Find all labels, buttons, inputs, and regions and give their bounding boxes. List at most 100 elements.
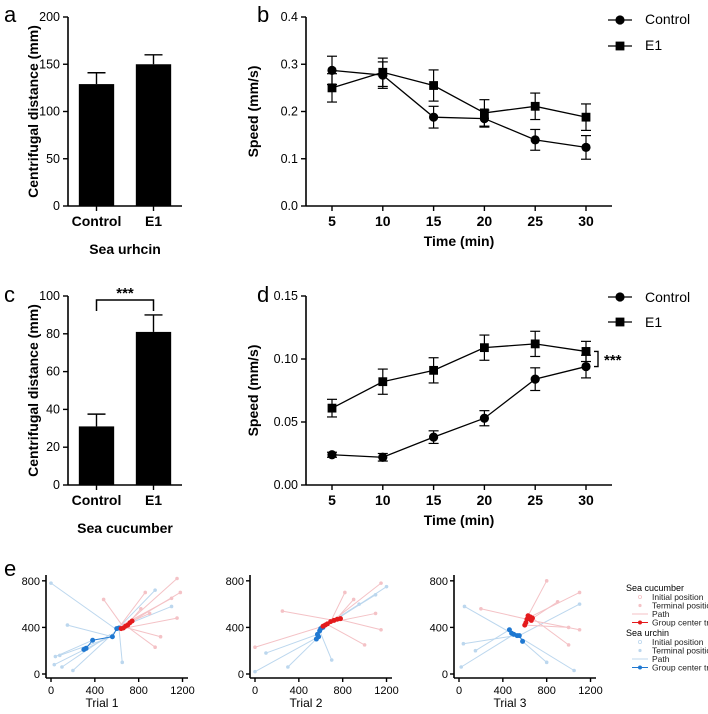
c-xlabel: Sea cucumber — [77, 520, 173, 536]
e-trial1-urchin-terminal — [49, 581, 53, 585]
a-bar-control — [78, 84, 115, 206]
e-trial3-xtick-label: 800 — [538, 685, 556, 697]
e-trial3-cucumber-terminal — [555, 599, 560, 604]
e-trial3-urchin-terminal — [462, 604, 467, 609]
e-trial1-xtick-label: 400 — [86, 685, 104, 697]
e-trial2-cucumber-terminal — [379, 581, 383, 585]
a-xlabel: Sea urhcin — [89, 241, 161, 257]
a-xtick-label: Control — [72, 213, 122, 229]
e-legend-urchin-row: Terminal position — [652, 646, 708, 656]
b-control-point — [581, 142, 591, 153]
e-trial1-urchin-terminal — [71, 668, 75, 673]
e-trial2-cucumber-path — [338, 618, 382, 631]
e-trial1-urchin-terminal — [65, 623, 70, 627]
e-trial3-urchin-path — [522, 641, 548, 663]
b-ytick-label: 0.2 — [281, 105, 298, 119]
e-trial1-urchin-trace-point — [83, 645, 89, 651]
e-trial2-cucumber-trace-point — [337, 616, 343, 622]
e-trial3-urchin-trace-point — [516, 633, 522, 639]
d-e1-point — [480, 343, 489, 353]
panel-e-trajectory-plots: e 0 400 800 0 400 800 1200 Trial 1 0 400 800 0 400 80… — [4, 556, 708, 710]
e-trial1-ytick-label: 0 — [34, 669, 40, 681]
b-e1-point — [480, 108, 489, 118]
e-trial3-cucumber-terminal — [577, 627, 582, 632]
b-e1-point — [581, 112, 591, 122]
e-legend-urchin-row: Path — [652, 654, 670, 664]
e-trial2-cucumber-terminal — [280, 609, 285, 613]
e-trial2-cucumber-path — [326, 623, 365, 646]
panel-b-line-chart: b 0.0 0.1 0.2 0.3 0.4 5 10 15 20 25 30 Time (min) Sp… — [245, 2, 690, 249]
e-trial3-cucumber-terminal — [577, 590, 582, 595]
c-ytick-label: 40 — [46, 402, 60, 416]
d-control-point — [327, 450, 337, 460]
e-trial2-xtick-label: 0 — [252, 685, 258, 697]
e-trial3-cucumber-path — [532, 617, 569, 646]
e-trial2-cucumber-terminal — [351, 597, 356, 602]
e-trial3-cucumber-path — [530, 592, 580, 618]
e-trial1-ytick-label: 400 — [22, 622, 40, 634]
e-trial2-title: Trial 2 — [290, 696, 323, 710]
c-ytick-label: 20 — [46, 440, 60, 454]
e-legend-cucumber-trace-marker — [638, 620, 642, 625]
e-legend-cucumber-row: Path — [652, 609, 670, 619]
e-trial3-urchin-trace-point — [520, 638, 526, 644]
e-trial2-cucumber-terminal — [362, 643, 367, 647]
b-e1-point — [530, 101, 540, 111]
d-xtick-label: 5 — [328, 492, 336, 508]
b-ytick-label: 0.0 — [281, 199, 298, 213]
e-trial1-cucumber-path — [103, 599, 122, 625]
e-trial1-urchin-path — [115, 589, 156, 632]
e-trial2-urchin-terminal — [286, 665, 290, 669]
b-e1-line — [331, 71, 587, 118]
e-trial2-urchin-path — [265, 633, 318, 654]
d-e1-point — [327, 403, 337, 413]
b-ylabel: Speed (mm/s) — [245, 66, 261, 158]
e-trial1-cucumber-terminal — [158, 634, 163, 639]
b-control-point — [530, 135, 540, 145]
e-trial3-xtick-label: 1200 — [578, 685, 602, 697]
b-e1-point — [429, 81, 438, 90]
d-ytick-label: 0.00 — [274, 478, 298, 492]
b-legend-control-label: Control — [645, 11, 690, 27]
b-e1-point — [378, 67, 388, 77]
d-control-point — [581, 361, 591, 372]
d-control-line — [331, 365, 587, 458]
e-trial3-urchin-terminal — [572, 668, 576, 673]
e-trial2-xtick-label: 1200 — [374, 685, 398, 697]
d-ytick-label: 0.10 — [274, 352, 298, 366]
e-trial1-urchin-path — [67, 624, 113, 638]
d-legend-control-label: Control — [645, 289, 690, 305]
e-trial1-cucumber-path — [126, 625, 156, 648]
e-trial3-ytick-label: 400 — [430, 622, 448, 634]
e-trial3-cucumber-path — [527, 580, 548, 616]
panel-d-label: d — [257, 282, 269, 307]
e-trial3-urchin-terminal — [544, 660, 549, 665]
e-trial2-cucumber-terminal — [379, 627, 383, 632]
d-legend-e1-label: E1 — [645, 314, 662, 330]
e-trial3-cucumber-terminal — [479, 606, 483, 611]
d-xtick-label: 15 — [426, 492, 442, 508]
e-trial3-xtick-label: 0 — [456, 685, 462, 697]
e-trial1-urchin-path — [50, 582, 118, 631]
c-ytick-label: 80 — [46, 327, 60, 341]
e-trial2-cucumber-terminal — [373, 611, 378, 616]
e-trial1-urchin-terminal — [53, 654, 58, 659]
b-xtick-label: 5 — [328, 213, 336, 229]
e-trial1-cucumber-terminal — [175, 616, 179, 620]
e-trial1-cucumber-terminal — [101, 597, 106, 602]
a-ytick-label: 150 — [39, 57, 60, 71]
c-xtick-label: Control — [72, 492, 122, 508]
b-control-point — [429, 112, 439, 122]
b-ytick-label: 0.4 — [281, 10, 298, 24]
e-trial3-plot: 0 400 800 0 400 800 1200 Trial 3 — [430, 575, 603, 710]
e-trial3-ytick-label: 800 — [430, 576, 448, 588]
e-trial1-xtick-label: 0 — [48, 685, 54, 697]
e-trial1-urchin-trace-point — [109, 634, 115, 640]
e-trial2-plot: 0 400 800 0 400 800 1200 Trial 2 — [226, 575, 399, 710]
e-legend-cucumber-row: Initial position — [652, 592, 704, 602]
e-trial1-urchin-path — [55, 639, 93, 657]
e-trial2-cucumber-path — [330, 592, 346, 622]
e-trial1-title: Trial 1 — [86, 696, 119, 710]
e-trial3-urchin-terminal — [577, 602, 582, 606]
